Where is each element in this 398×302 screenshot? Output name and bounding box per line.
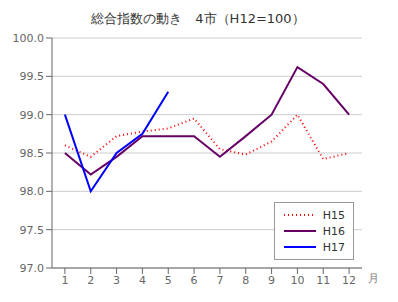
- svg-text:7: 7: [216, 274, 223, 287]
- html-text:H17: H17: [322, 240, 345, 254]
- svg-text:10: 10: [290, 274, 304, 287]
- svg-text:97.0: 97.0: [20, 262, 45, 275]
- svg-text:100.0: 100.0: [13, 32, 45, 45]
- svg-text:98.0: 98.0: [20, 185, 45, 198]
- svg-text:3: 3: [113, 274, 120, 287]
- svg-text:9: 9: [268, 274, 275, 287]
- svg-text:5: 5: [165, 274, 172, 287]
- svg-text:11: 11: [316, 274, 330, 287]
- svg-text:97.5: 97.5: [20, 224, 45, 237]
- svg-text:1: 1: [61, 274, 68, 287]
- svg-text:4: 4: [139, 274, 146, 287]
- svg-text:12: 12: [342, 274, 356, 287]
- svg-text:99.0: 99.0: [20, 109, 45, 122]
- svg-text:月: 月: [368, 272, 379, 285]
- svg-text:6: 6: [191, 274, 198, 287]
- svg-text:98.5: 98.5: [20, 147, 45, 160]
- html-text:総合指数の動き 4市（H12=100）: 総合指数の動き 4市（H12=100）: [91, 11, 305, 26]
- svg-text:8: 8: [242, 274, 249, 287]
- svg-text:2: 2: [87, 274, 94, 287]
- svg-text:99.5: 99.5: [20, 70, 45, 83]
- html-text:H15: H15: [322, 208, 345, 222]
- html-text:H16: H16: [322, 224, 345, 238]
